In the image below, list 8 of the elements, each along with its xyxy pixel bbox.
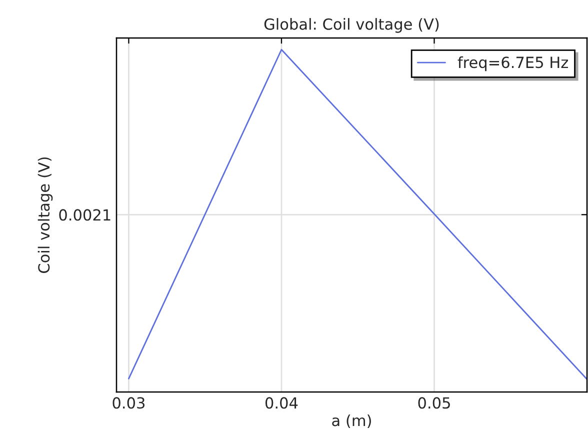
y-axis-title: Coil voltage (V) xyxy=(38,157,53,273)
x-axis-title: a (m) xyxy=(332,414,371,428)
legend-label: freq=6.7E5 Hz xyxy=(458,56,568,72)
x-tick-label: 0.05 xyxy=(418,397,450,409)
text: 0.0021 xyxy=(59,209,110,221)
chart-title: Global: Coil voltage (V) xyxy=(264,18,439,33)
x-tick-label: 0.03 xyxy=(112,397,145,409)
x-tick-label: 0.04 xyxy=(265,397,298,409)
